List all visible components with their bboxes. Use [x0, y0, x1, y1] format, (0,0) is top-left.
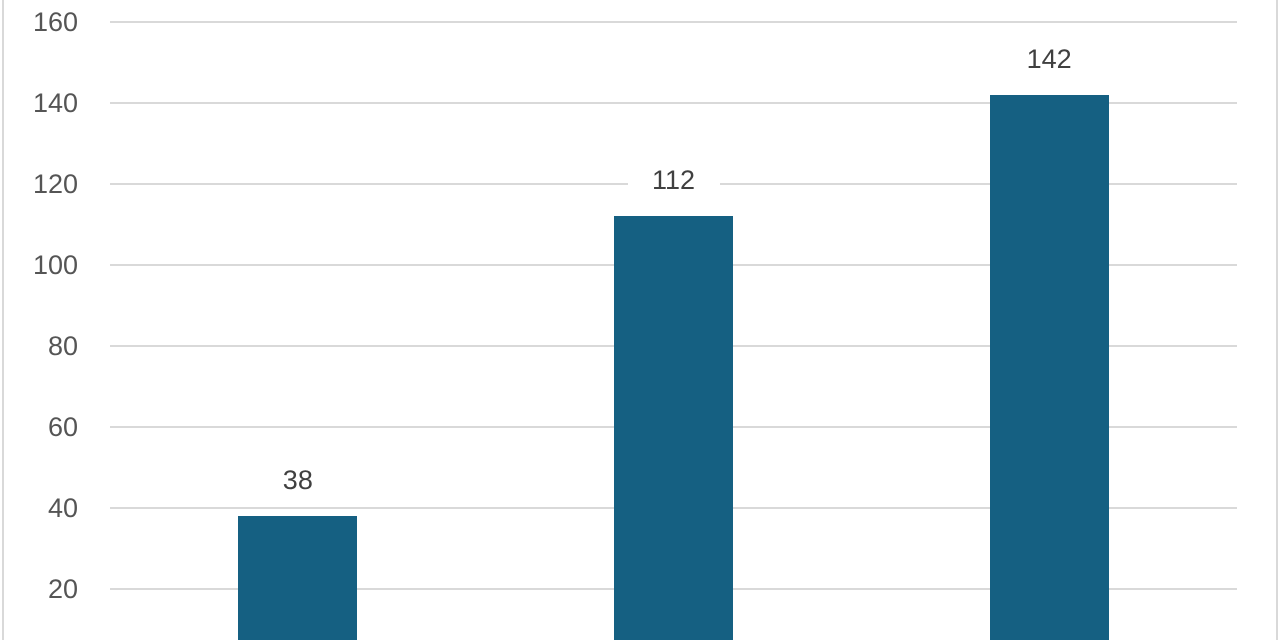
- data-label-1: 38: [251, 465, 344, 496]
- y-axis-tick-label-80: 80: [47, 331, 78, 361]
- data-label-3: 142: [1003, 43, 1096, 74]
- data-label-2: 112: [627, 165, 720, 196]
- y-axis-tick-label-140: 140: [32, 88, 78, 118]
- y-axis-tick-label-100: 100: [32, 250, 78, 280]
- y-axis-tick-label-160: 160: [32, 7, 78, 37]
- gridline-140: [110, 102, 1237, 104]
- bar-2: [614, 216, 733, 640]
- gridline-160: [110, 21, 1237, 23]
- chart-left-border: [2, 0, 4, 640]
- y-axis-tick-label-60: 60: [47, 412, 78, 442]
- bar-1: [238, 516, 358, 640]
- chart-right-border: [1276, 0, 1278, 640]
- y-axis-tick-label-40: 40: [47, 493, 78, 523]
- y-axis-tick-label-20: 20: [47, 574, 78, 604]
- bar-3: [989, 94, 1109, 640]
- y-axis-tick-label-120: 120: [32, 169, 78, 199]
